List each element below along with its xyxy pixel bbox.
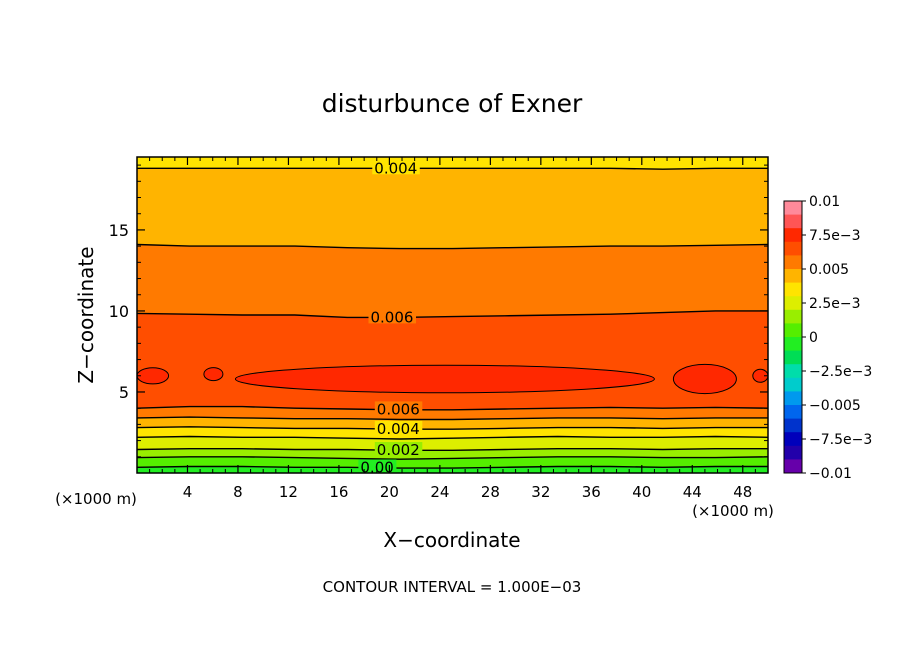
x-tick-label: 32 [531,483,550,501]
colorbar: 0.01 7.5e−3 0.005 2.5e−3 0 −2.5e−3 −0.005 −7.5e… [783,194,872,482]
x-tick-label: 36 [582,483,601,501]
contour-line [137,448,768,451]
colorbar-swatch [784,269,802,284]
colorbar-swatch [784,377,802,392]
x-axis-ticks: 4 8 12 16 20 24 28 32 36 40 44 48 [149,157,756,501]
colorbar-tick-label: 0.01 [809,194,840,210]
contour-band [137,244,768,318]
colorbar-tick-label: −7.5e−3 [809,432,872,448]
x-unit-right: (×1000 m) [692,502,774,520]
colorbar-swatch [784,228,802,243]
colorbar-swatch [784,309,802,324]
contour-band [137,168,768,249]
colorbar-swatch [784,255,802,270]
chart-title: disturbunce of Exner [322,89,583,118]
contour-line [137,456,768,460]
colorbar-tick-label: 0 [809,330,818,346]
contour-line [137,167,768,170]
y-tick-label: 15 [109,221,129,240]
y-axis-ticks: 5 10 15 [109,164,768,458]
contour-label-bg [374,420,423,435]
colorbar-tick-label: 2.5e−3 [809,296,861,312]
contour-labels: 0.000.002 0.004 0.006 0.006 0.004 [358,159,423,477]
colorbar-tick-label: −0.01 [809,466,852,482]
max-region [234,364,655,394]
colorbar-swatch [784,296,802,311]
colorbar-swatch [784,323,802,338]
x-axis-label: X−coordinate [383,528,520,552]
contour-line [137,405,768,411]
contour-label-bg [358,459,397,474]
contour-band [137,310,768,410]
contour-label: 0.00 [360,459,393,477]
contour-line [137,416,768,421]
y-tick-label: 5 [119,383,129,402]
colorbar-swatch [784,364,802,379]
colorbar-tick-label: −0.005 [809,398,861,414]
max-region [752,368,768,383]
colorbar-tick-label: 0.005 [809,262,849,278]
colorbar-swatch [784,445,802,460]
colorbar-swatch [784,337,802,352]
y-tick-label: 10 [109,302,129,321]
contour-band [137,436,768,451]
contour-label: 0.004 [377,420,420,438]
contour-band [137,426,768,439]
colorbar-swatch [784,432,802,447]
colorbar-swatch [784,418,802,433]
contour-label-bg [372,160,420,175]
colorbar-swatch [784,350,802,365]
contour-line [137,426,768,430]
contour-band [137,157,768,170]
x-tick-label: 40 [632,483,651,501]
x-tick-label: 4 [183,483,193,501]
contour-line [137,465,768,469]
contour-label: 0.006 [377,400,420,418]
x-tick-label: 28 [481,483,500,501]
contour-line [137,435,768,440]
contour-line [137,243,768,250]
y-axis-label: Z−coordinate [74,246,98,383]
contour-lines [137,167,768,469]
contour-label: 0.002 [377,441,420,459]
contour-band [137,456,768,469]
max-region [672,363,737,395]
contour-label-bg [374,401,423,416]
colorbar-swatch [784,241,802,256]
x-tick-label: 12 [279,483,298,501]
max-region [137,367,170,385]
colorbar-tick-label: −2.5e−3 [809,364,872,380]
x-tick-label: 44 [683,483,702,501]
colorbar-tick-label: 7.5e−3 [809,228,861,244]
contour-label-bg [368,309,416,324]
contour-band [137,417,768,430]
contour-band [137,406,768,420]
contour-label: 0.006 [371,308,414,326]
x-tick-label: 8 [233,483,243,501]
colorbar-swatch [784,405,802,420]
x-tick-label: 24 [430,483,449,501]
colorbar-swatch [784,282,802,297]
contour-interval-footer: CONTOUR INTERVAL = 1.000E−03 [323,578,582,596]
contour-label-bg [374,442,423,456]
max-region [203,367,224,382]
colorbar-swatch [784,459,802,474]
x-tick-label: 16 [329,483,348,501]
colorbar-swatch [784,391,802,406]
x-unit-left: (×1000 m) [55,490,137,508]
colorbar-swatch [784,201,802,216]
contour-label: 0.004 [374,159,417,177]
x-tick-label: 48 [733,483,752,501]
maximum-regions [137,363,768,395]
colorbar-swatch [784,214,802,229]
contour-line [137,310,768,319]
x-tick-label: 20 [380,483,399,501]
